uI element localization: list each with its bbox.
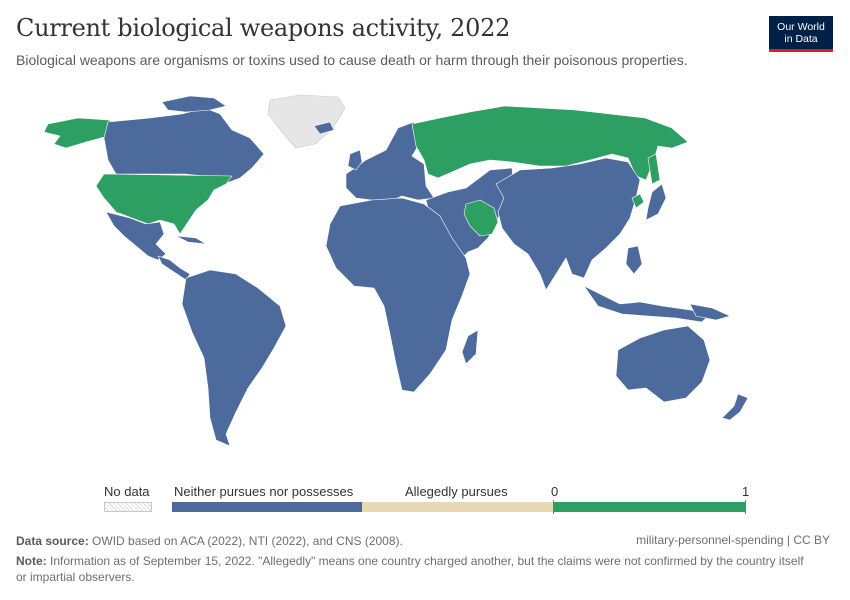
country-mexico[interactable] [105, 211, 167, 261]
country-south-america[interactable] [181, 269, 287, 447]
source-label: Data source: [16, 534, 89, 548]
legend-scale-max: 1 [742, 484, 750, 499]
country-asia[interactable] [495, 157, 641, 291]
logo-line-1: Our World [777, 21, 825, 33]
country-north-korea[interactable] [631, 193, 645, 209]
license-link[interactable]: military-personnel-spending | CC BY [636, 533, 830, 547]
country-iceland[interactable] [313, 121, 335, 135]
footer-source: Data source: OWID based on ACA (2022), N… [16, 533, 403, 549]
note-text: Information as of September 15, 2022. "A… [16, 554, 804, 584]
legend-neither-label: Neither pursues nor possesses [174, 484, 354, 499]
country-greenland[interactable] [267, 94, 346, 149]
country-japan[interactable] [645, 183, 667, 221]
country-papua-new-guinea[interactable] [689, 303, 731, 321]
legend-neither-swatch[interactable] [172, 502, 362, 512]
footer-note: Note: Information as of September 15, 20… [16, 553, 806, 585]
legend-scale-min-tick [553, 500, 554, 514]
country-africa[interactable] [325, 197, 471, 393]
country-russia-sakhalin[interactable] [647, 153, 661, 185]
country-cuba[interactable] [175, 235, 207, 245]
world-map[interactable] [0, 88, 850, 468]
legend-alleged-label: Allegedly pursues [405, 484, 508, 499]
owid-logo[interactable]: Our World in Data [769, 16, 833, 52]
country-madagascar[interactable] [461, 329, 479, 365]
country-usa[interactable] [95, 173, 233, 235]
country-australia[interactable] [615, 325, 711, 403]
legend-no-data-swatch[interactable] [104, 502, 152, 512]
country-iran[interactable] [463, 199, 499, 237]
source-text: OWID based on ACA (2022), NTI (2022), an… [88, 534, 403, 548]
legend-alleged-swatch[interactable] [362, 502, 553, 512]
legend-scale-bar[interactable] [553, 502, 746, 512]
note-label: Note: [16, 554, 47, 568]
country-uk[interactable] [347, 149, 363, 171]
logo-line-2: in Data [784, 33, 818, 45]
legend-scale-min: 0 [551, 484, 559, 499]
chart-title: Current biological weapons activity, 202… [16, 14, 511, 42]
country-canada-islands[interactable] [161, 95, 227, 113]
legend-no-data-label: No data [104, 484, 150, 499]
legend-scale-max-tick [745, 500, 746, 514]
country-usa-alaska[interactable] [43, 117, 125, 149]
country-europe[interactable] [345, 121, 435, 203]
country-central-america[interactable] [157, 255, 191, 281]
country-canada[interactable] [103, 107, 265, 185]
country-philippines[interactable] [625, 245, 643, 275]
chart-subtitle: Biological weapons are organisms or toxi… [16, 52, 688, 68]
country-new-zealand[interactable] [721, 393, 749, 421]
